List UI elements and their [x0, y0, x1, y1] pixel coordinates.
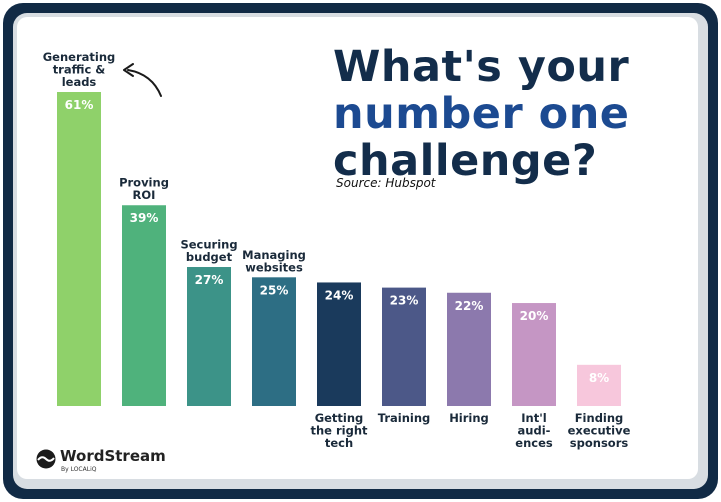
value-label-6: 23%	[390, 294, 419, 308]
bar-5	[317, 282, 361, 406]
svg-text:Finding: Finding	[575, 411, 624, 425]
bar-3	[187, 267, 231, 406]
bar-9	[577, 364, 621, 406]
value-label-2: 39%	[130, 211, 159, 225]
brand-sub: By LOCALiQ	[61, 466, 97, 473]
svg-text:the right: the right	[310, 424, 368, 438]
value-label-8: 20%	[520, 309, 549, 323]
svg-text:tech: tech	[325, 436, 353, 450]
svg-text:Training: Training	[378, 411, 431, 425]
category-label-7: Hiring	[449, 411, 489, 425]
svg-text:Generating: Generating	[43, 50, 116, 64]
svg-text:Int'l: Int'l	[521, 411, 546, 425]
svg-text:leads: leads	[62, 75, 97, 89]
value-label-1: 61%	[65, 98, 94, 112]
source-note: Source: Hubspot	[336, 176, 436, 190]
wordstream-logo-icon	[36, 449, 56, 469]
svg-text:audi-: audi-	[518, 424, 551, 438]
svg-text:traffic &: traffic &	[53, 63, 106, 77]
bar-4	[252, 277, 296, 406]
svg-text:Managing: Managing	[242, 248, 306, 262]
svg-text:Proving: Proving	[119, 176, 169, 190]
title-line-2: number one	[333, 89, 630, 139]
arrow-annotation	[127, 69, 162, 97]
svg-text:Hiring: Hiring	[449, 411, 489, 425]
value-label-4: 25%	[260, 283, 289, 297]
value-label-3: 27%	[195, 273, 224, 287]
title-line-1: What's your	[333, 42, 630, 92]
value-label-7: 22%	[455, 299, 484, 313]
bar-1	[57, 92, 101, 406]
bar-7	[447, 292, 491, 406]
brand-name: WordStream	[60, 447, 166, 465]
title-line-3: challenge?	[333, 136, 598, 186]
svg-text:executive: executive	[568, 424, 631, 438]
wordstream-logo: WordStream By LOCALiQ	[36, 446, 166, 476]
category-label-6: Training	[378, 411, 431, 425]
bar-6	[382, 287, 426, 406]
svg-text:websites: websites	[245, 260, 303, 274]
svg-text:sponsors: sponsors	[570, 436, 629, 450]
svg-text:ROI: ROI	[133, 188, 156, 202]
svg-text:ences: ences	[515, 436, 553, 450]
svg-text:budget: budget	[186, 250, 233, 264]
svg-text:Securing: Securing	[180, 238, 237, 252]
arrow-head	[123, 63, 134, 77]
value-label-5: 24%	[325, 288, 354, 302]
bar-8	[512, 303, 556, 406]
bar-2	[122, 205, 166, 406]
svg-text:Getting: Getting	[315, 411, 364, 425]
value-label-9: 8%	[589, 371, 609, 385]
